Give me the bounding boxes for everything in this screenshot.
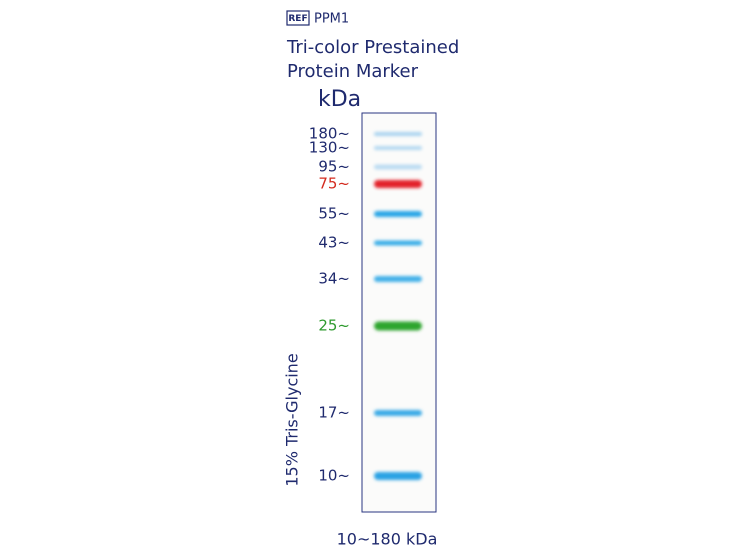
- band: [374, 132, 422, 136]
- range-label: 10~180 kDa: [337, 530, 438, 549]
- gel-lane: [361, 112, 437, 513]
- ref-label: REF: [288, 14, 307, 24]
- band: [374, 410, 422, 416]
- unit-label: kDa: [318, 87, 361, 112]
- band: [374, 146, 422, 150]
- band: [374, 321, 422, 331]
- band-label: 130~: [309, 139, 350, 157]
- band-label: 17~: [318, 404, 350, 422]
- band: [374, 472, 422, 480]
- band: [374, 276, 422, 282]
- band-label: 34~: [318, 270, 350, 288]
- ref-box: [286, 10, 310, 26]
- band-label: 95~: [318, 158, 350, 176]
- gel-type-label: 15% Tris-Glycine: [283, 353, 302, 486]
- band-label: 10~: [318, 467, 350, 485]
- band: [374, 211, 422, 217]
- title-line: Protein Marker: [287, 61, 419, 82]
- title-line: Tri-color Prestained: [286, 37, 459, 58]
- band: [374, 180, 422, 188]
- product-code: PPM1: [314, 12, 349, 27]
- band: [374, 240, 422, 246]
- band-label: 55~: [318, 205, 350, 223]
- band-label: 180~: [309, 125, 350, 143]
- band-label: 75~: [318, 175, 350, 193]
- band: [374, 164, 422, 170]
- band-label: 25~: [318, 317, 350, 335]
- band-label: 43~: [318, 234, 350, 252]
